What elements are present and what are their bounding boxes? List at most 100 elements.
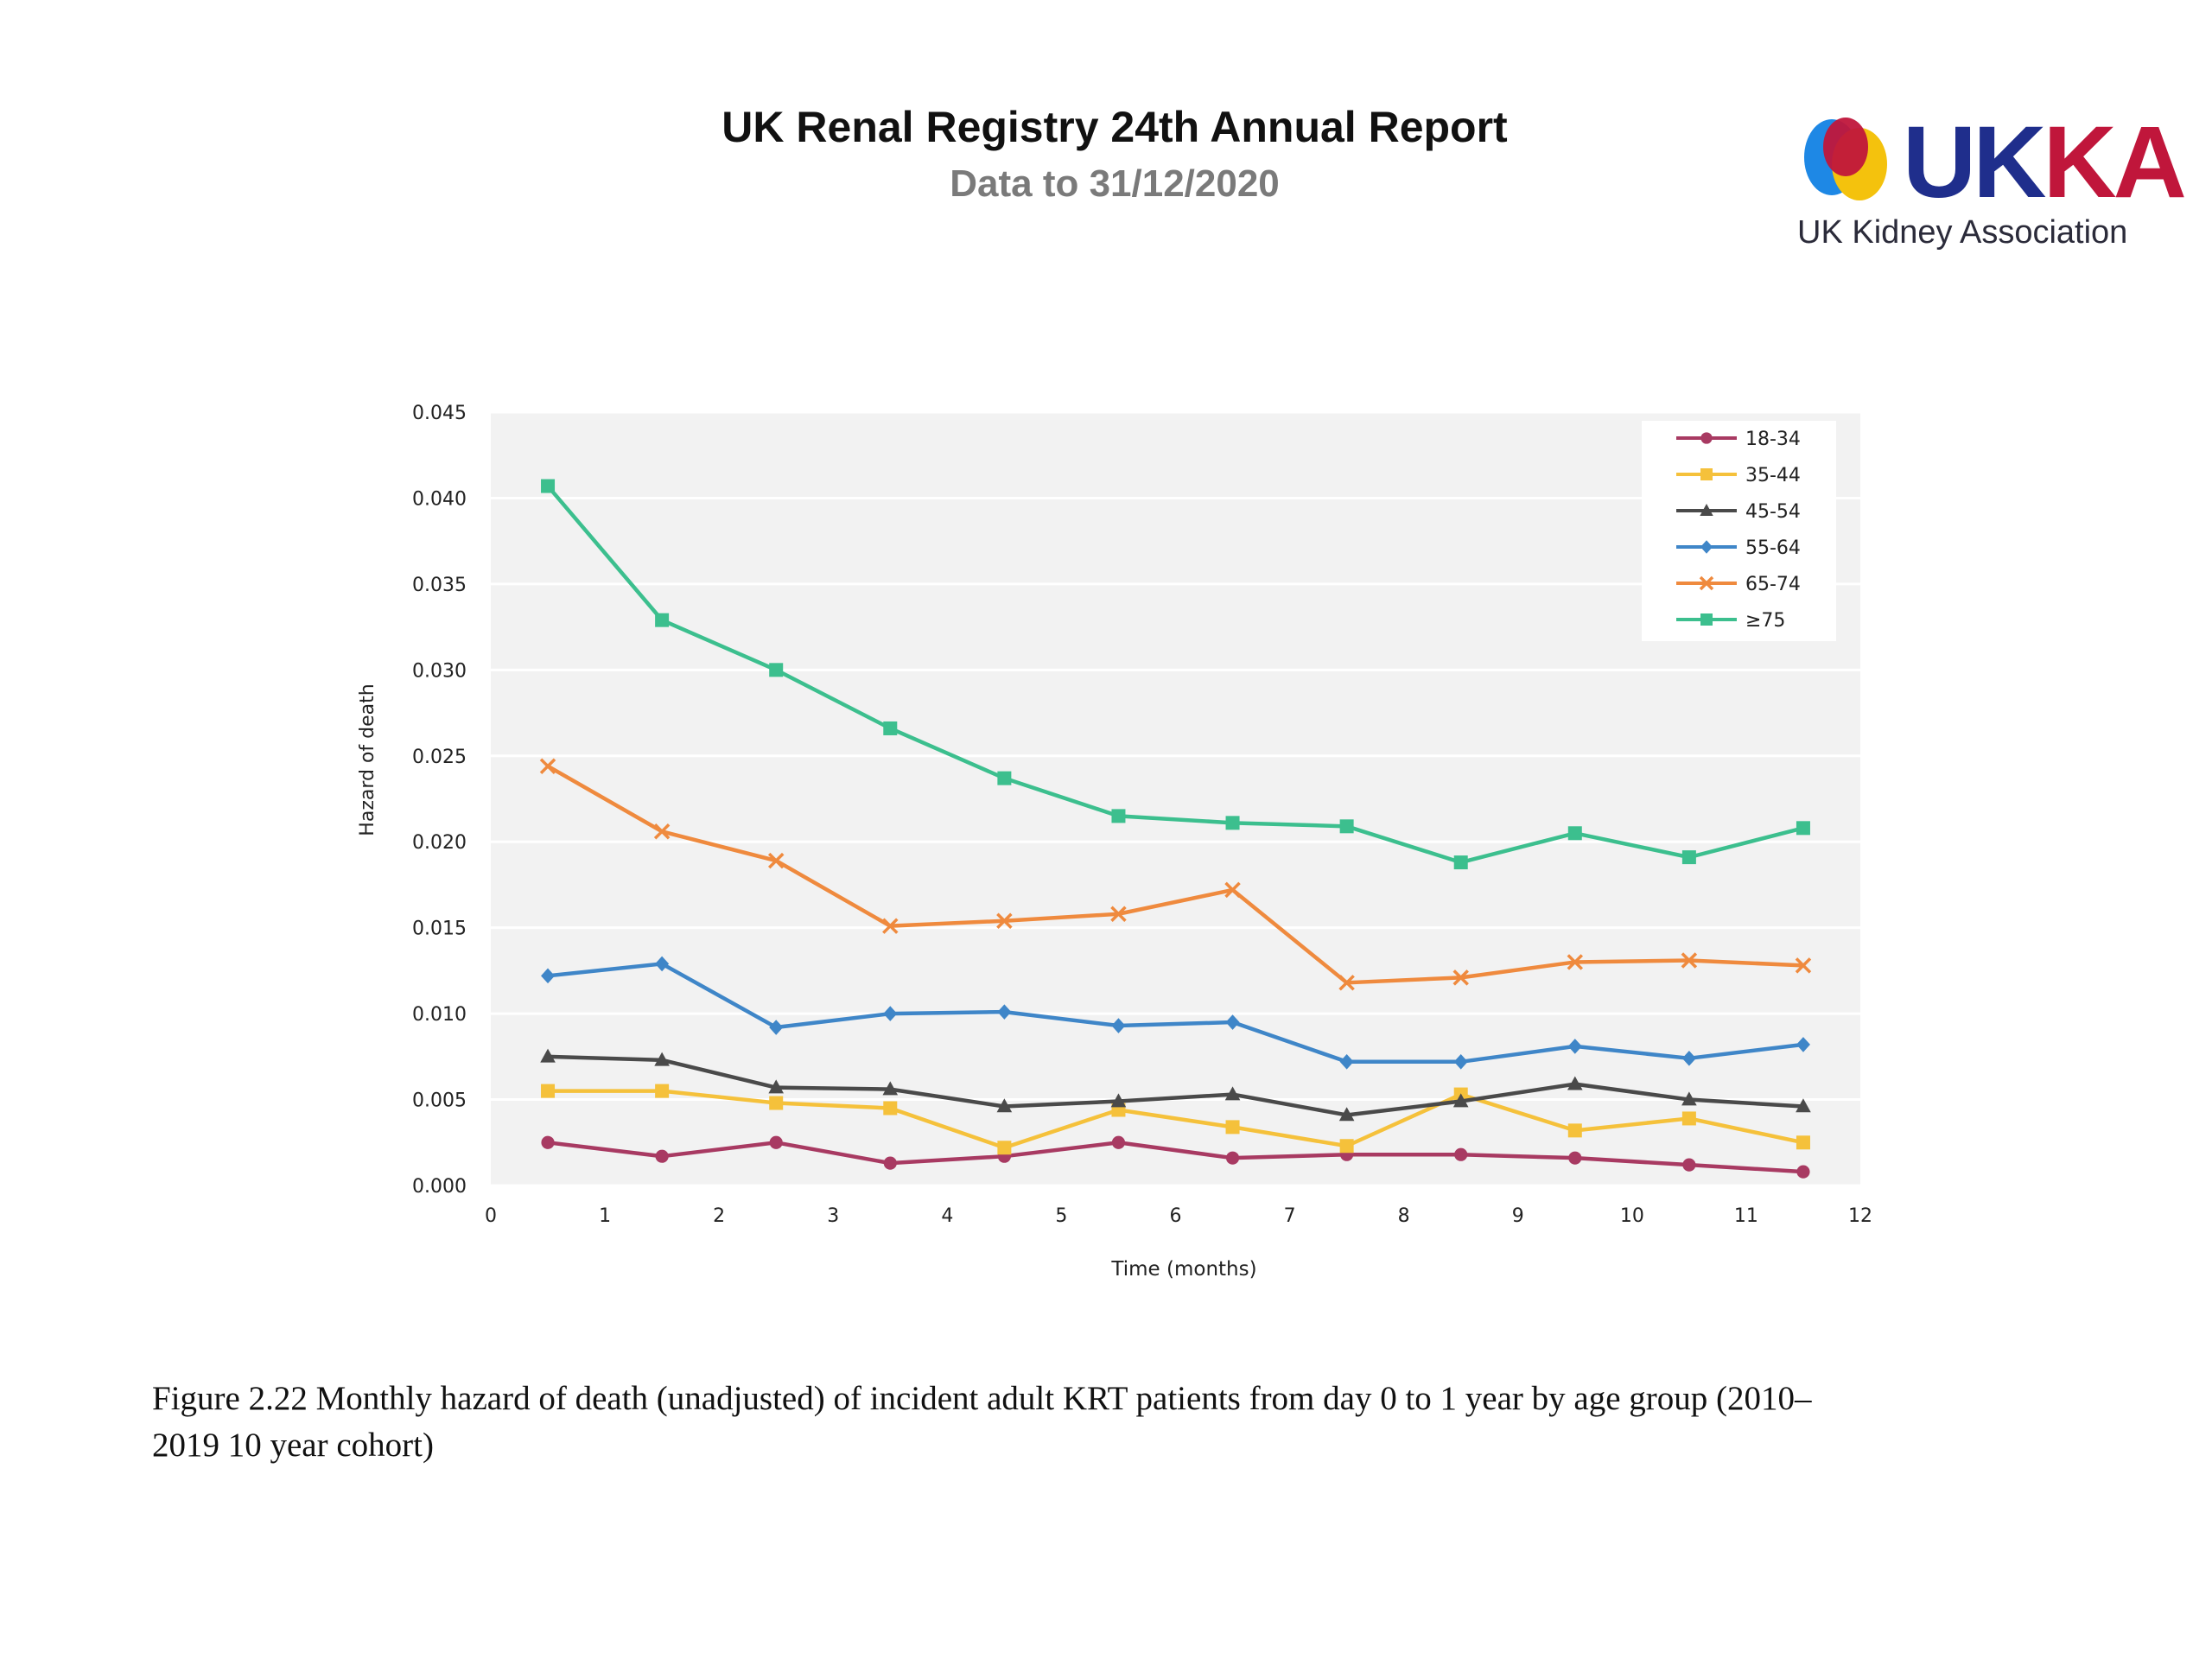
- data-point: [1225, 816, 1240, 830]
- figure-caption: Figure 2.22 Monthly hazard of death (una…: [152, 1380, 1812, 1464]
- x-tick-label: 9: [1512, 1205, 1524, 1227]
- x-tick-label: 5: [1055, 1205, 1067, 1227]
- data-point: [1796, 1135, 1810, 1150]
- data-point: [1682, 1158, 1696, 1172]
- data-point: [769, 1020, 784, 1035]
- logo-tagline: UK Kidney Association: [1797, 214, 2128, 251]
- x-tick-label: 1: [599, 1205, 611, 1227]
- series-line: [548, 1089, 1804, 1150]
- data-point: [1224, 881, 1241, 899]
- y-axis-label: Hazard of death: [357, 683, 378, 836]
- legend-entry: 18-34: [1745, 429, 1801, 450]
- data-point: [882, 1081, 899, 1096]
- data-point: [769, 663, 784, 677]
- data-point: [1796, 1098, 1811, 1113]
- data-point: [1681, 952, 1698, 969]
- x-tick-label: 7: [1284, 1205, 1296, 1227]
- data-point: [1338, 975, 1355, 991]
- data-point: [768, 1079, 785, 1094]
- data-point: [1681, 1051, 1696, 1066]
- hazard-line-chart: 0.000 0.005 0.010 0.015 0.020 0.025 0.030 0.035…: [357, 403, 1872, 1281]
- data-point: [1568, 1151, 1582, 1165]
- y-tick-label: 0.040: [412, 488, 467, 510]
- y-tick-label: 0.025: [412, 747, 467, 768]
- logo-wordmark: UKKA: [1903, 105, 2187, 219]
- data-point: [883, 1101, 898, 1116]
- data-point: [1453, 855, 1468, 870]
- x-tick-label: 4: [941, 1205, 953, 1227]
- legend-swatch-marker: [1700, 503, 1713, 516]
- series-line: [546, 485, 1804, 865]
- data-point: [883, 721, 898, 735]
- data-point: [1454, 1147, 1468, 1161]
- data-point: [997, 771, 1012, 785]
- data-point: [883, 1006, 898, 1021]
- legend-entry: 65-74: [1745, 574, 1801, 595]
- y-tick-label: 0.020: [412, 832, 467, 854]
- x-tick-label: 10: [1620, 1205, 1644, 1227]
- y-tick-label: 0.000: [412, 1176, 467, 1198]
- data-point: [1796, 821, 1810, 836]
- legend-box: [1642, 421, 1836, 641]
- legend-swatch-marker: [1700, 540, 1713, 554]
- data-point: [1225, 1014, 1240, 1030]
- data-point: [1567, 954, 1584, 970]
- data-point: [1453, 1054, 1468, 1070]
- y-tick-label: 0.005: [412, 1090, 467, 1112]
- x-tick-label: 11: [1734, 1205, 1758, 1227]
- report-title: UK Renal Registry 24th Annual Report: [721, 103, 1508, 151]
- data-point: [1452, 969, 1469, 986]
- report-subtitle: Data to 31/12/2020: [950, 162, 1280, 205]
- data-point: [1339, 1054, 1354, 1070]
- data-point: [1225, 1120, 1240, 1135]
- data-point: [1110, 1093, 1127, 1108]
- series-line: [547, 1141, 1804, 1174]
- y-tick-label: 0.015: [412, 918, 467, 940]
- data-point: [541, 1084, 556, 1098]
- data-point: [1339, 1139, 1354, 1154]
- data-point: [1110, 906, 1127, 922]
- legend-entry: 35-44: [1745, 465, 1801, 486]
- data-point: [767, 852, 785, 869]
- data-point: [997, 1004, 1012, 1020]
- data-point: [653, 823, 671, 840]
- x-tick-label: 3: [827, 1205, 839, 1227]
- data-point: [541, 479, 556, 493]
- data-point: [1567, 1123, 1582, 1138]
- series-line: [547, 1054, 1804, 1117]
- legend-swatch-marker: [1700, 468, 1713, 480]
- x-axis-label: Time (months): [1110, 1258, 1256, 1281]
- data-point: [539, 758, 556, 774]
- data-point: [1795, 957, 1812, 974]
- data-point: [1567, 1076, 1583, 1090]
- legend-swatch-marker: [1700, 613, 1713, 626]
- x-tick-label: 12: [1848, 1205, 1872, 1227]
- legend-entry: ≥75: [1745, 610, 1785, 632]
- y-tick-label: 0.010: [412, 1004, 467, 1026]
- legend-entry: 45-54: [1745, 501, 1801, 523]
- y-tick-label: 0.045: [412, 403, 467, 424]
- data-point: [541, 1135, 555, 1149]
- data-point: [1224, 1086, 1241, 1101]
- kidney-logo-icon: [1804, 118, 1887, 200]
- legend-swatch-marker: [1699, 575, 1714, 591]
- data-point: [996, 912, 1013, 929]
- x-tick-label: 2: [713, 1205, 725, 1227]
- data-point: [1567, 1039, 1582, 1054]
- series-line: [546, 764, 1804, 985]
- ukka-logo: UKKA UK Kidney Association: [1797, 105, 2187, 259]
- data-point: [769, 1135, 783, 1149]
- data-point: [540, 1048, 556, 1063]
- data-point: [655, 613, 670, 627]
- data-point: [1338, 1107, 1355, 1122]
- data-point: [655, 1149, 669, 1163]
- data-point: [997, 1141, 1012, 1155]
- data-point: [996, 1098, 1013, 1113]
- data-point: [1452, 1093, 1469, 1108]
- data-point: [655, 1084, 670, 1098]
- data-point: [1111, 1135, 1126, 1149]
- data-point: [1225, 1151, 1240, 1165]
- data-point: [1111, 809, 1126, 823]
- series-line: [547, 962, 1804, 1065]
- x-tick-label: 0: [485, 1205, 497, 1227]
